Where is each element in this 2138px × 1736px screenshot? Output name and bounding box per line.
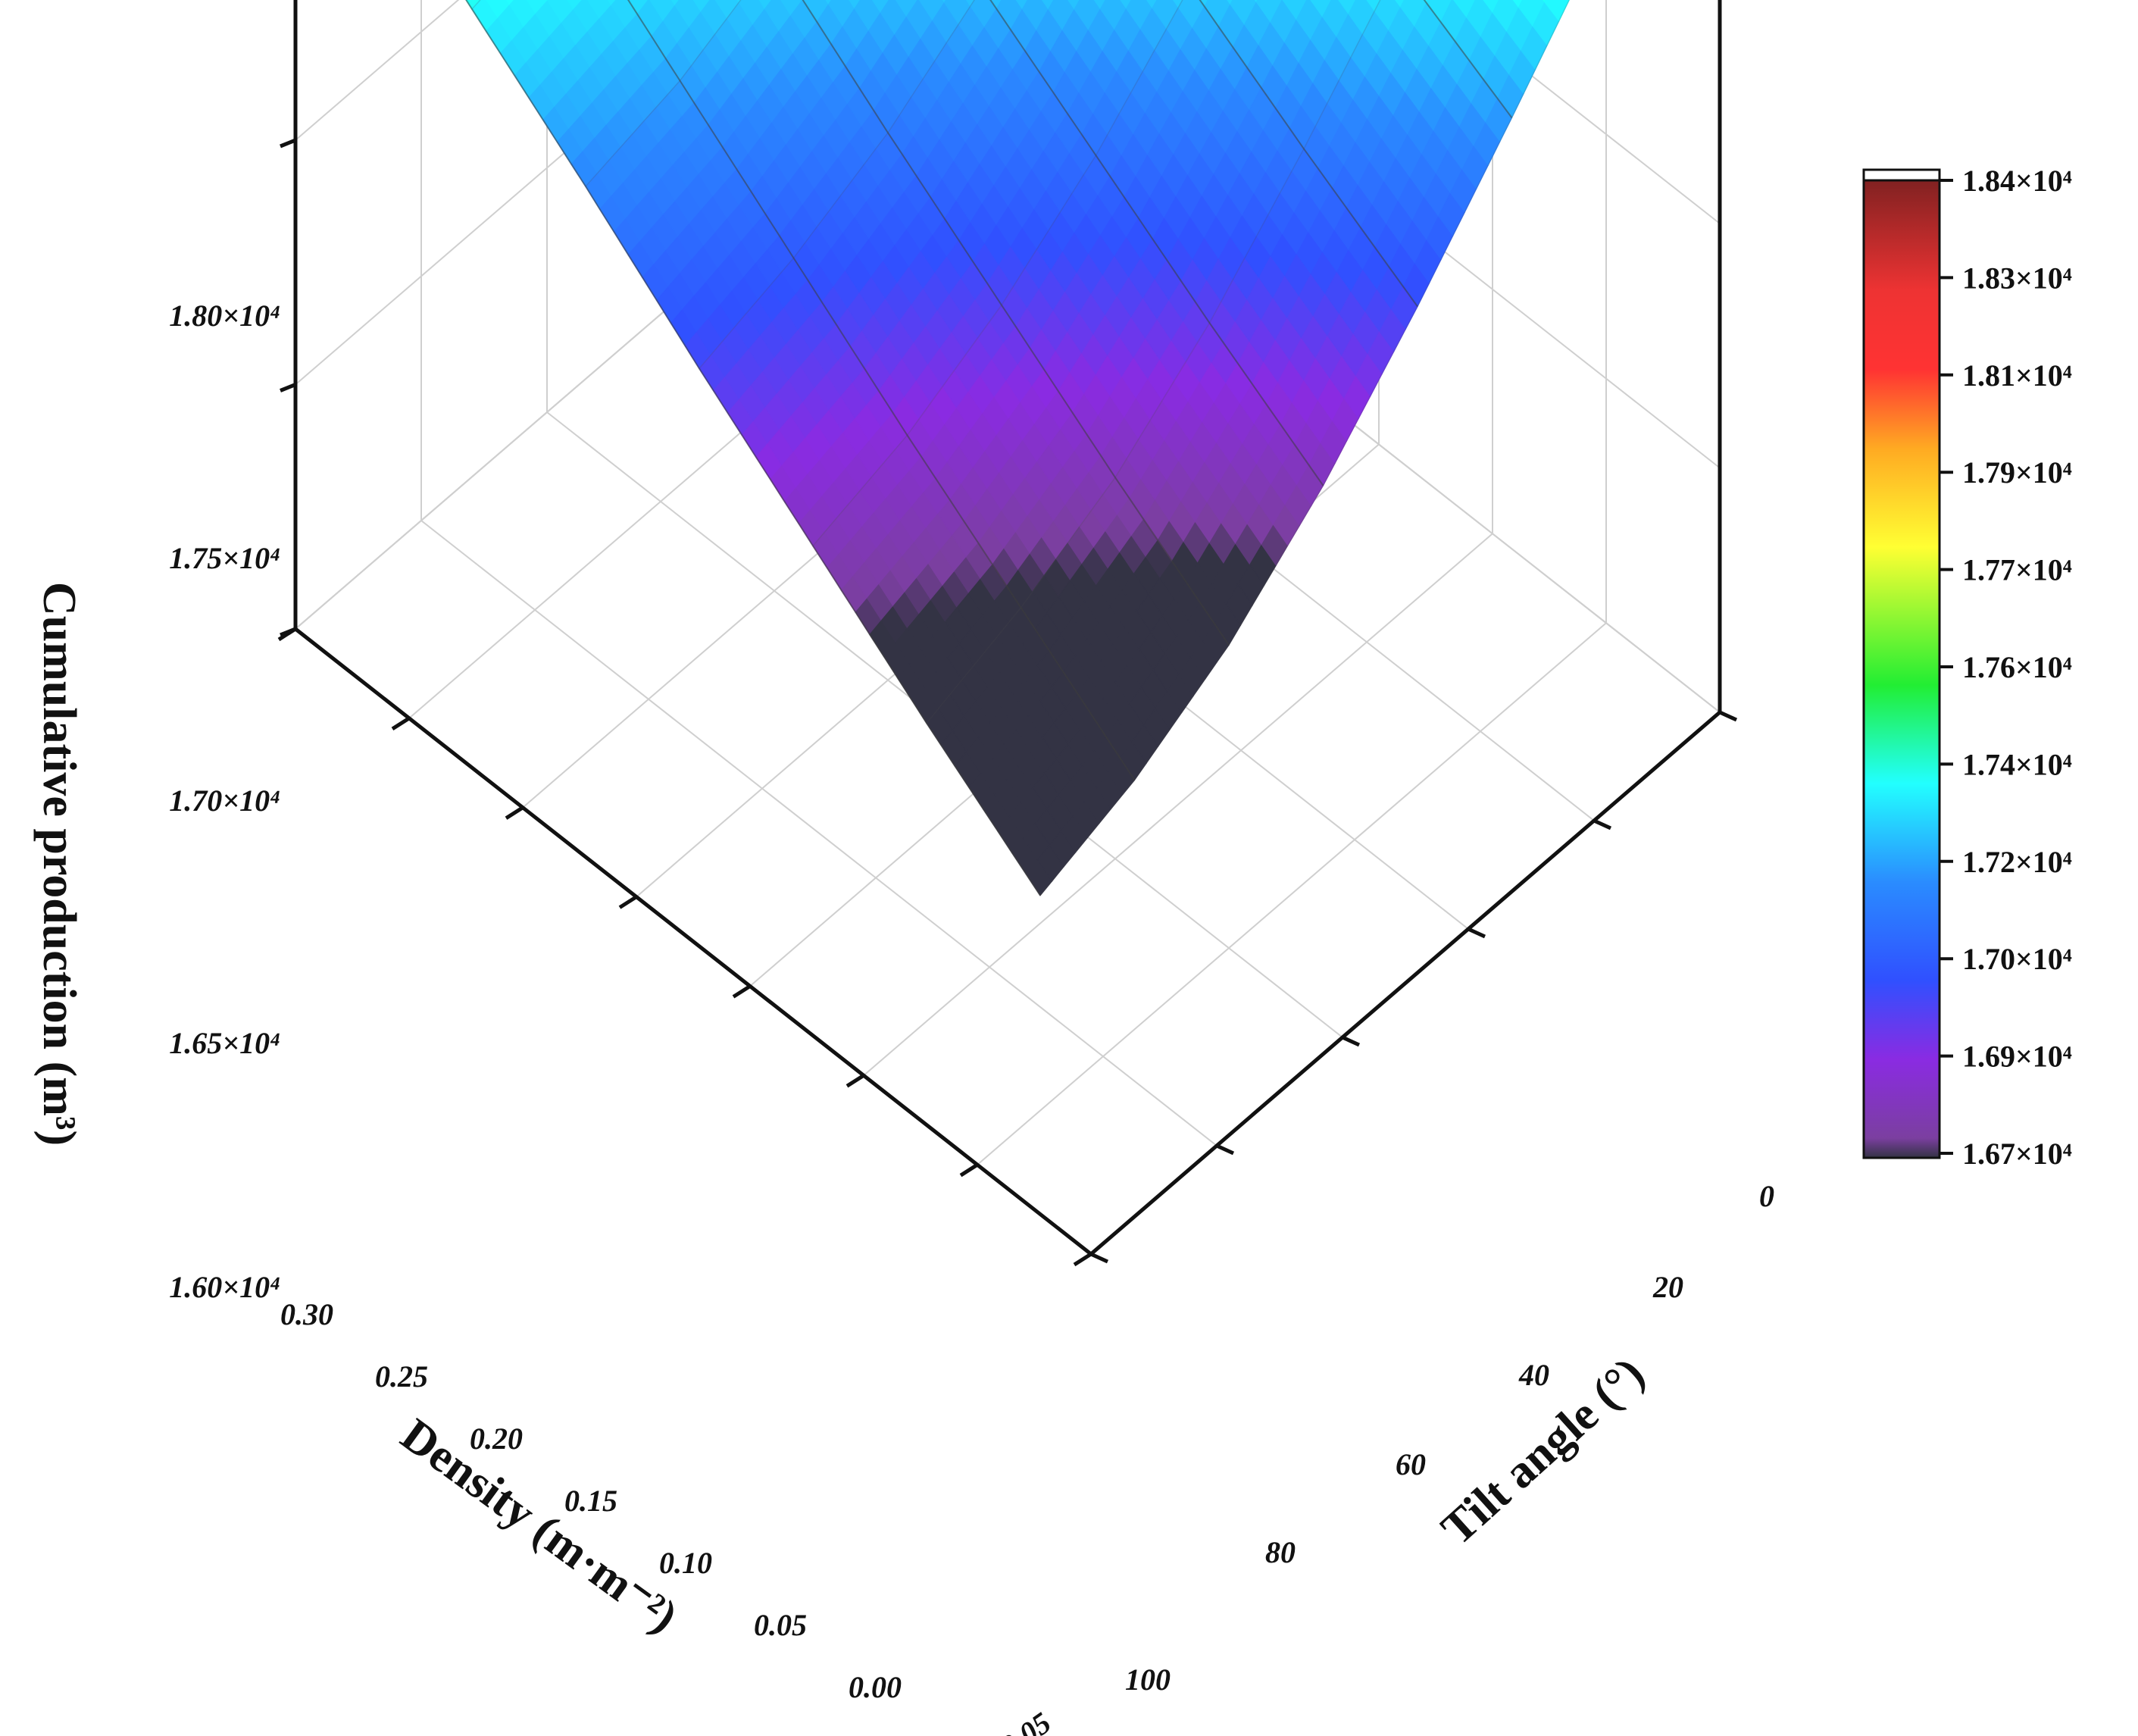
- z-tick-mark: [280, 138, 296, 149]
- floor-gridline: [420, 520, 1217, 1146]
- surface-patch: [1544, 0, 1570, 22]
- tilt-tick-label: 0: [1759, 1179, 1774, 1213]
- density-tick-label: −0.05: [979, 1706, 1057, 1736]
- floor-gridline: [863, 533, 1493, 1077]
- surface-contour-line: [465, 0, 1041, 896]
- surface-plot: [465, 0, 1571, 896]
- surface-contour-line: [627, 0, 1136, 780]
- colorbar-ticks: 1.84×10⁴ 1.83×10⁴ 1.81×10⁴ 1.79×10⁴ 1.77×10⁴…: [1862, 164, 2072, 1171]
- tilt-tick-label: 100: [1125, 1662, 1171, 1697]
- colorbar-tick-label: 1.69×10⁴: [1962, 1040, 2072, 1074]
- z-tick-label: 1.65×10⁴: [169, 1026, 280, 1060]
- density-axis-ticks: 0.30 0.25 0.20 0.15 0.10 0.05 0.00 −0.05: [280, 1297, 1057, 1736]
- tilt-tick-mark: [1089, 1252, 1109, 1264]
- surface-patch: [1227, 0, 1233, 5]
- wall-gridline: [295, 0, 1721, 469]
- z-tick-mark: [280, 627, 296, 637]
- colorbar: 1.84×10⁴ 1.83×10⁴ 1.81×10⁴ 1.79×10⁴ 1.77×10⁴…: [1862, 164, 2072, 1171]
- surface-patch: [1395, 0, 1405, 8]
- density-tick-mark: [959, 1163, 979, 1178]
- z-tick-mark: [280, 383, 296, 393]
- z-tick-label: 1.80×10⁴: [169, 299, 280, 333]
- tilt-tick-mark: [1467, 927, 1486, 939]
- density-tick-mark: [618, 895, 638, 909]
- colorbar-tick-label: 1.67×10⁴: [1962, 1137, 2072, 1171]
- z-tick-label: 1.75×10⁴: [169, 541, 280, 575]
- colorbar-tick-label: 1.81×10⁴: [1962, 358, 2072, 393]
- z-axis-ticks: 1.60×10⁴ 1.65×10⁴ 1.70×10⁴ 1.75×10⁴ 1.80…: [169, 299, 280, 1304]
- density-tick-label: 0.20: [470, 1422, 523, 1456]
- tilt-axis-line: [1089, 711, 1721, 1256]
- surface-contour-line: [802, 0, 1230, 646]
- colorbar-tick-label: 1.83×10⁴: [1962, 261, 2072, 295]
- surface-patch: [1512, 0, 1524, 8]
- density-tick-label: 0.30: [280, 1297, 333, 1331]
- surface-patch: [825, 0, 833, 5]
- density-tick-mark: [846, 1074, 865, 1088]
- colorbar-tick-label: 1.72×10⁴: [1962, 845, 2072, 879]
- colorbar-tick-label: 1.84×10⁴: [1962, 164, 2072, 198]
- colorbar-tick-label: 1.77×10⁴: [1962, 553, 2072, 587]
- density-tick-label: 0.10: [659, 1546, 712, 1580]
- axes: [277, 0, 1738, 1267]
- density-axis-line: [294, 627, 1092, 1256]
- density-tick-label: 0.25: [375, 1359, 428, 1393]
- surface-contour-line: [989, 0, 1324, 486]
- density-tick-mark: [732, 984, 752, 999]
- tilt-axis-ticks: 0 20 40 60 80 100: [1125, 1179, 1774, 1697]
- colorbar-gradient: [1862, 171, 1941, 1159]
- colorbar-tick-label: 1.74×10⁴: [1962, 747, 2072, 781]
- tilt-tick-label: 40: [1518, 1358, 1549, 1392]
- density-tick-label: 0.05: [754, 1608, 807, 1642]
- colorbar-cap: [1862, 168, 1941, 182]
- colorbar-tick-label: 1.70×10⁴: [1962, 942, 2072, 976]
- z-tick-label: 1.60×10⁴: [169, 1270, 280, 1304]
- surface-contour-line: [1199, 0, 1418, 308]
- z-tick-label: 1.70×10⁴: [169, 784, 280, 818]
- colorbar-tick-label: 1.79×10⁴: [1962, 455, 2072, 490]
- density-axis-title: Density (m·m⁻²): [392, 1409, 686, 1643]
- density-tick-mark: [505, 805, 524, 820]
- tilt-tick-label: 60: [1396, 1447, 1426, 1481]
- z-axis-title: Cumulative production (m³): [33, 582, 85, 1146]
- floor-gridline: [977, 622, 1607, 1165]
- tilt-tick-mark: [1718, 710, 1738, 722]
- tilt-tick-mark: [1215, 1143, 1235, 1156]
- tilt-tick-mark: [1593, 818, 1612, 830]
- density-tick-label: 0.15: [564, 1484, 617, 1518]
- density-tick-mark: [391, 716, 411, 730]
- tilt-tick-label: 80: [1265, 1535, 1296, 1569]
- density-tick-mark: [1073, 1252, 1092, 1267]
- tilt-tick-label: 20: [1652, 1270, 1683, 1304]
- tilt-tick-mark: [1341, 1035, 1361, 1047]
- density-tick-label: 0.00: [849, 1670, 902, 1704]
- colorbar-tick-label: 1.76×10⁴: [1962, 650, 2072, 684]
